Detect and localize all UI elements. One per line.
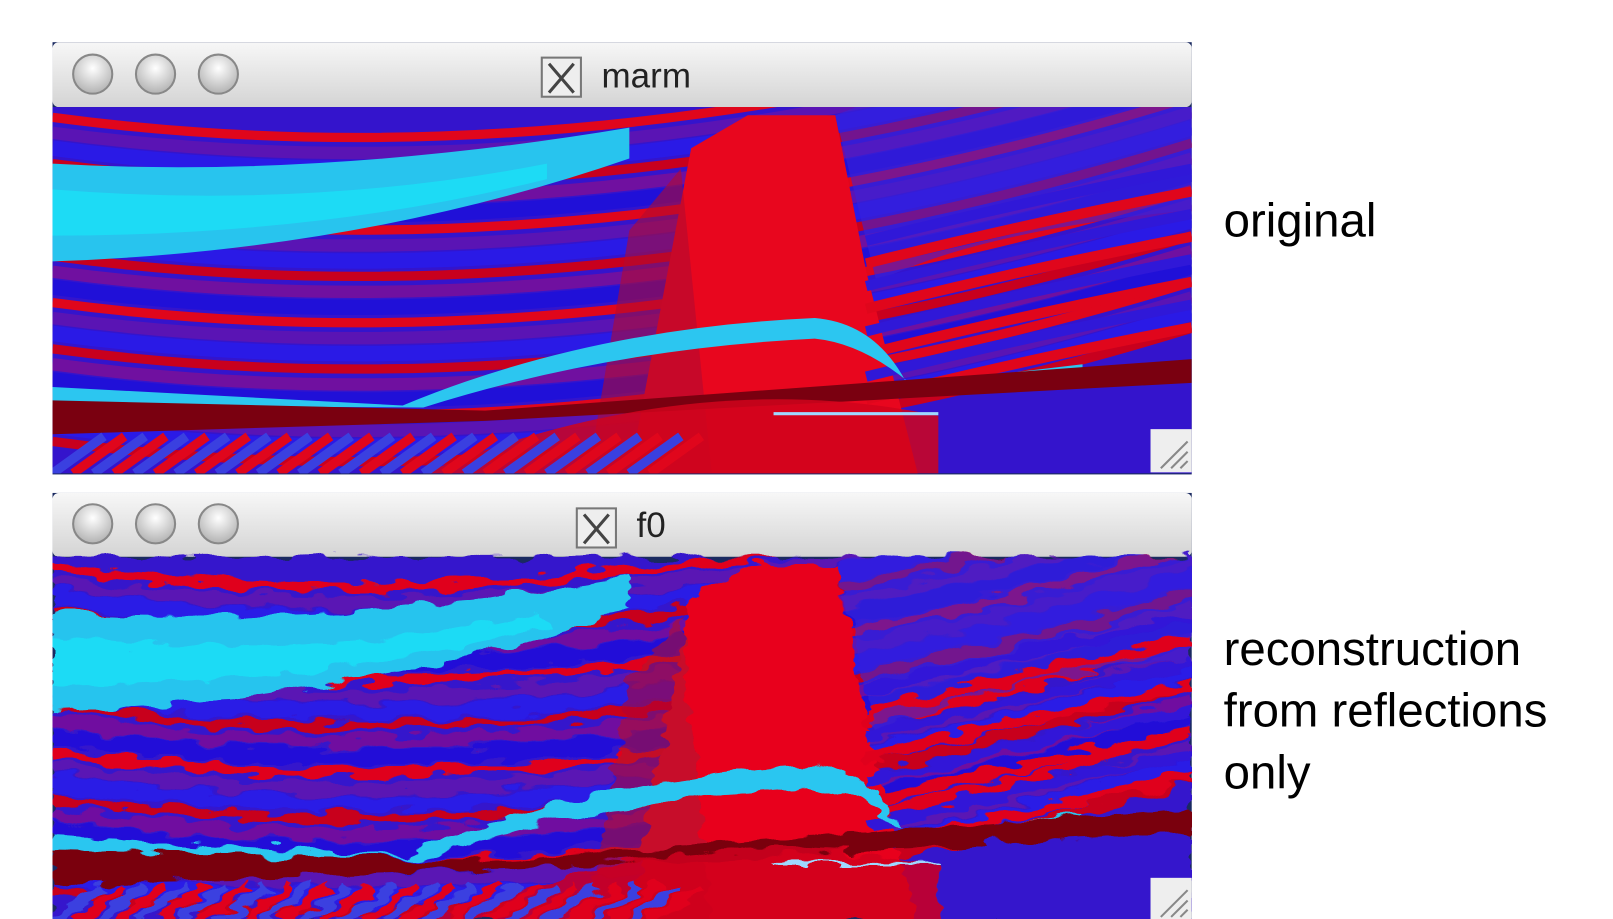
- title-bar: [52, 492, 1192, 557]
- window: marm: [53, 4, 1192, 474]
- minimize-button[interactable]: [134, 503, 177, 545]
- x-icon: [575, 507, 617, 549]
- close-button[interactable]: [72, 53, 114, 95]
- caption: from reflections: [1224, 685, 1548, 738]
- x-icon: [540, 56, 582, 98]
- zoom-button[interactable]: [197, 53, 239, 95]
- minimize-button[interactable]: [134, 53, 177, 95]
- resize-grip[interactable]: [1150, 877, 1192, 919]
- caption: reconstruction: [1224, 623, 1521, 676]
- close-button[interactable]: [72, 503, 114, 545]
- window-title: marm: [602, 56, 691, 95]
- caption: only: [1224, 746, 1311, 799]
- title-bar: [52, 42, 1192, 108]
- window: f0: [53, 454, 1192, 919]
- window-title: f0: [637, 506, 666, 545]
- resize-grip[interactable]: [1150, 429, 1192, 473]
- caption: original: [1224, 195, 1377, 248]
- zoom-button[interactable]: [197, 503, 239, 545]
